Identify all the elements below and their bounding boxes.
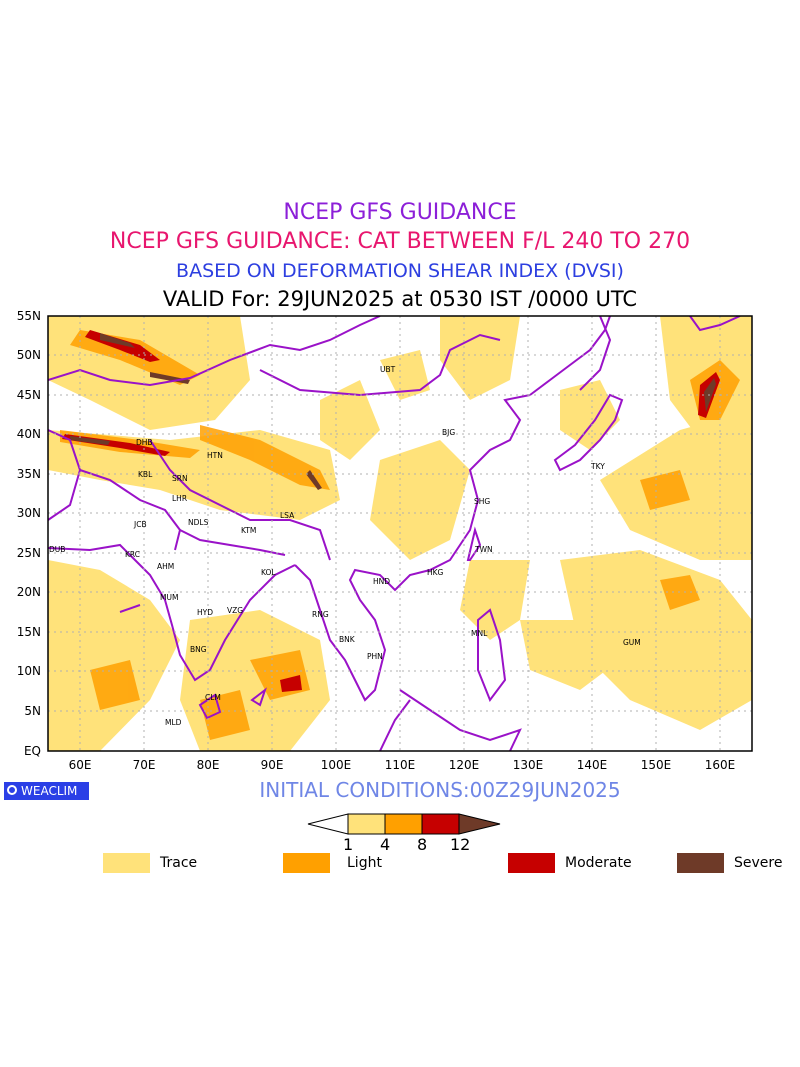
station-label: TKY bbox=[590, 462, 605, 471]
lon-label: 130E bbox=[513, 758, 544, 772]
station-label: BJG bbox=[442, 428, 455, 437]
colorbar bbox=[307, 813, 501, 835]
lon-label: 150E bbox=[641, 758, 672, 772]
title-product: NCEP GFS GUIDANCE bbox=[283, 200, 517, 225]
lon-label: 140E bbox=[577, 758, 608, 772]
weaclim-logo: WEACLIM bbox=[4, 782, 89, 800]
station-label: KTM bbox=[241, 526, 256, 535]
legend-swatch-light bbox=[283, 853, 330, 873]
lat-label: 35N bbox=[17, 467, 41, 481]
station-label: SRN bbox=[172, 474, 188, 483]
station-label: KBL bbox=[138, 470, 153, 479]
colorbar-min-arrow bbox=[307, 813, 349, 835]
legend-swatch-trace bbox=[103, 853, 150, 873]
station-label: LHR bbox=[172, 494, 187, 503]
station-label: HKG bbox=[427, 568, 444, 577]
station-label: VZG bbox=[227, 606, 243, 615]
lat-axis: 55N 50N 45N 40N 35N 30N 25N 20N 15N 10N … bbox=[17, 309, 41, 758]
lat-label: 30N bbox=[17, 506, 41, 520]
colorbar-bin-light bbox=[384, 813, 423, 835]
legend-swatch-moderate bbox=[508, 853, 555, 873]
station-label: AHM bbox=[157, 562, 174, 571]
colorbar-tick: 8 bbox=[417, 835, 428, 854]
lat-label: 20N bbox=[17, 585, 41, 599]
lat-label: 50N bbox=[17, 348, 41, 362]
lon-label: 90E bbox=[261, 758, 284, 772]
station-label: TWN bbox=[474, 545, 493, 554]
lon-label: 110E bbox=[385, 758, 416, 772]
station-label: PHN bbox=[367, 652, 383, 661]
map-frame bbox=[47, 315, 753, 752]
turbulence-map: 55N 50N 45N 40N 35N 30N 25N 20N 15N 10N … bbox=[17, 309, 753, 772]
lat-label: EQ bbox=[24, 744, 41, 758]
station-labels: UBT BJG TKY SHG TWN HKG HND MNL GUM BNK … bbox=[49, 365, 641, 727]
title-cat-levels: NCEP GFS GUIDANCE: CAT BETWEEN F/L 240 T… bbox=[109, 229, 691, 254]
lat-label: 40N bbox=[17, 427, 41, 441]
station-label: KOL bbox=[261, 568, 276, 577]
lon-label: 120E bbox=[449, 758, 480, 772]
lon-label: 60E bbox=[69, 758, 92, 772]
lat-label: 10N bbox=[17, 664, 41, 678]
station-label: GUM bbox=[623, 638, 641, 647]
station-label: CLM bbox=[205, 693, 221, 702]
lon-axis: 60E 70E 80E 90E 100E 110E 120E 130E 140E… bbox=[69, 758, 736, 772]
coastlines-borders bbox=[48, 316, 741, 751]
station-label: MLD bbox=[165, 718, 182, 727]
station-label: HTN bbox=[207, 451, 223, 460]
lat-label: 55N bbox=[17, 309, 41, 323]
station-label: UBT bbox=[380, 365, 396, 374]
colorbar-max-arrow bbox=[458, 813, 501, 835]
lon-label: 160E bbox=[705, 758, 736, 772]
station-label: KRC bbox=[125, 550, 140, 559]
lat-label: 45N bbox=[17, 388, 41, 402]
station-label: MUM bbox=[160, 593, 178, 602]
legend-label-trace: Trace bbox=[160, 855, 198, 871]
station-label: DUB bbox=[49, 545, 65, 554]
logo-text: WEACLIM bbox=[21, 784, 78, 798]
lat-label: 25N bbox=[17, 546, 41, 560]
title-valid-time: VALID For: 29JUN2025 at 0530 IST /0000 U… bbox=[162, 287, 638, 311]
colorbar-bin-trace bbox=[347, 813, 386, 835]
station-label: HND bbox=[373, 577, 390, 586]
logo-ring-icon bbox=[7, 785, 17, 795]
station-label: BNK bbox=[339, 635, 356, 644]
initial-conditions: INITIAL CONDITIONS:00Z29JUN2025 bbox=[259, 778, 621, 802]
legend-swatch-severe bbox=[677, 853, 724, 873]
station-label: DHB bbox=[136, 438, 153, 447]
lat-label: 5N bbox=[24, 704, 41, 718]
lon-label: 80E bbox=[197, 758, 220, 772]
lat-label: 15N bbox=[17, 625, 41, 639]
station-label: LSA bbox=[280, 511, 295, 520]
lon-label: 100E bbox=[321, 758, 352, 772]
colorbar-tick: 4 bbox=[380, 835, 391, 854]
graticule bbox=[48, 316, 752, 751]
colorbar-bin-moderate bbox=[421, 813, 460, 835]
station-label: HYD bbox=[197, 608, 213, 617]
legend-label-light: Light bbox=[347, 855, 382, 871]
legend-label-moderate: Moderate bbox=[565, 855, 632, 871]
station-label: JCB bbox=[133, 520, 147, 529]
station-label: RNG bbox=[312, 610, 329, 619]
title-dvsi: BASED ON DEFORMATION SHEAR INDEX (DVSI) bbox=[176, 260, 624, 282]
station-label: BNG bbox=[190, 645, 207, 654]
station-label: NDLS bbox=[188, 518, 209, 527]
colorbar-tick: 12 bbox=[450, 835, 471, 854]
station-label: MNL bbox=[471, 629, 488, 638]
colorbar-tick: 1 bbox=[343, 835, 354, 854]
station-label: SHG bbox=[474, 497, 490, 506]
legend-label-severe: Severe bbox=[734, 855, 783, 871]
lon-label: 70E bbox=[133, 758, 156, 772]
